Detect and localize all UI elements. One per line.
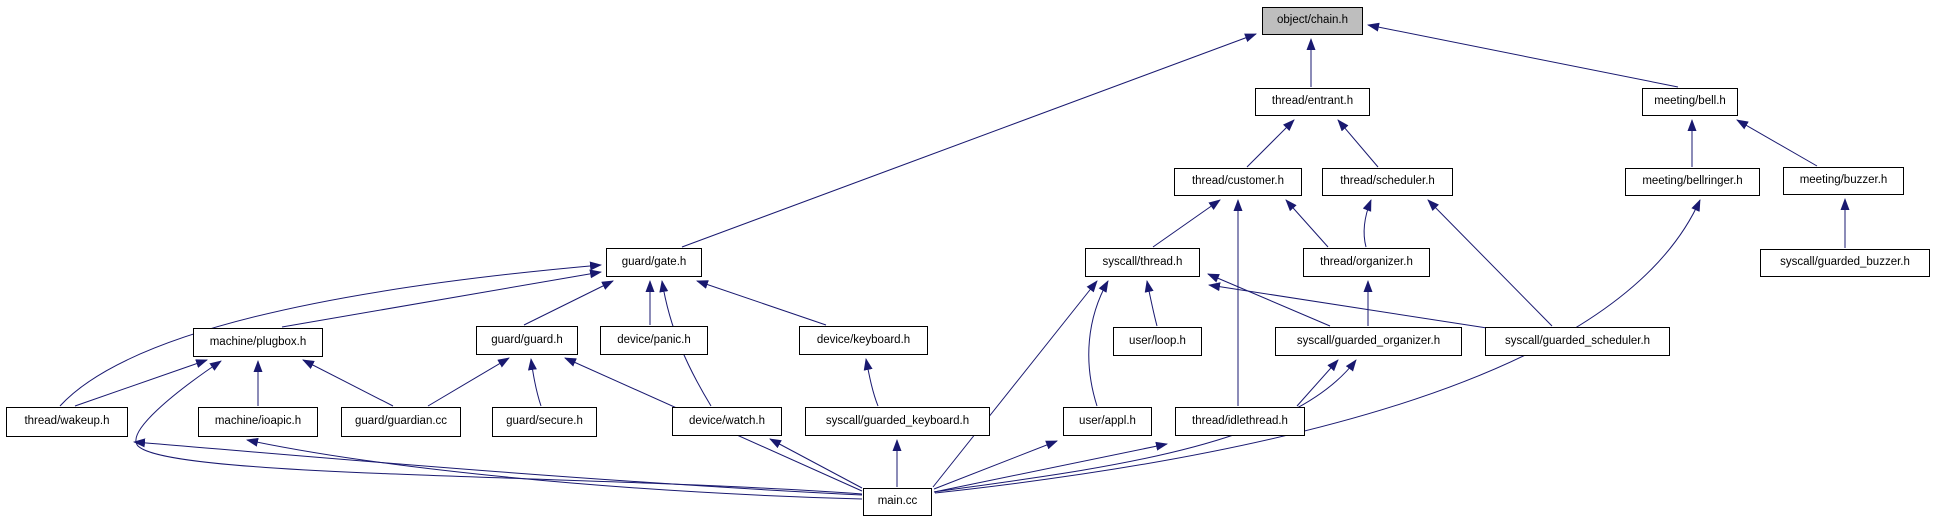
edge-meeting-buzzer-h--meeting-bell-h bbox=[1736, 119, 1818, 167]
edge-thread-wakeup-h--machine-plugbox-h bbox=[74, 359, 208, 407]
edge-guard-guardian-cc--guard-guard-h bbox=[427, 357, 510, 407]
edge-user-loop-h--syscall-thread-h bbox=[1144, 280, 1158, 327]
edge-main-cc--thread-idlethread-h bbox=[933, 441, 1168, 493]
edge-guard-secure-h--guard-guard-h bbox=[527, 358, 542, 407]
edge-device-keyboard-h--guard-gate-h bbox=[696, 280, 827, 326]
node-device-panic-h[interactable]: device/panic.h bbox=[600, 326, 708, 355]
edge-main-cc--machine-ioapic-h bbox=[246, 437, 863, 500]
node-thread-scheduler-h[interactable]: thread/scheduler.h bbox=[1322, 168, 1453, 196]
edge-syscall-thread-h--thread-customer-h bbox=[1152, 199, 1221, 248]
edge-meeting-bell-h--object-chain-h bbox=[1367, 22, 1679, 88]
node-thread-entrant-h[interactable]: thread/entrant.h bbox=[1255, 88, 1370, 116]
node-main-cc[interactable]: main.cc bbox=[863, 488, 932, 516]
edge-syscall-guarded-scheduler-h--thread-scheduler-h bbox=[1427, 199, 1553, 327]
node-thread-customer-h[interactable]: thread/customer.h bbox=[1174, 168, 1302, 196]
node-meeting-bellringer-h[interactable]: meeting/bellringer.h bbox=[1625, 168, 1760, 196]
node-syscall-thread-h[interactable]: syscall/thread.h bbox=[1085, 248, 1200, 277]
node-syscall-guarded-scheduler-h[interactable]: syscall/guarded_scheduler.h bbox=[1485, 327, 1670, 356]
edge-main-cc--syscall-thread-h bbox=[932, 280, 1098, 488]
node-thread-organizer-h[interactable]: thread/organizer.h bbox=[1303, 248, 1430, 277]
node-meeting-buzzer-h[interactable]: meeting/buzzer.h bbox=[1783, 167, 1904, 195]
node-guard-guardian-cc[interactable]: guard/guardian.cc bbox=[341, 407, 461, 437]
node-syscall-guarded-organizer-h[interactable]: syscall/guarded_organizer.h bbox=[1275, 327, 1462, 356]
node-device-watch-h[interactable]: device/watch.h bbox=[672, 407, 782, 436]
node-thread-idlethread-h[interactable]: thread/idlethread.h bbox=[1175, 407, 1305, 436]
node-thread-wakeup-h[interactable]: thread/wakeup.h bbox=[6, 407, 128, 437]
node-user-loop-h[interactable]: user/loop.h bbox=[1113, 327, 1202, 356]
node-syscall-guarded-keyboard-h[interactable]: syscall/guarded_keyboard.h bbox=[805, 407, 990, 436]
edge-user-appl-h--syscall-thread-h bbox=[1088, 280, 1109, 407]
edge-main-cc--thread-wakeup-h bbox=[133, 438, 863, 496]
edge-thread-idlethread-h--syscall-guarded-organizer-h bbox=[1296, 359, 1339, 407]
edge-thread-scheduler-h--thread-entrant-h bbox=[1337, 119, 1379, 168]
node-user-appl-h[interactable]: user/appl.h bbox=[1063, 407, 1152, 436]
edge-main-cc--syscall-guarded-organizer-h bbox=[933, 359, 1357, 493]
node-meeting-bell-h[interactable]: meeting/bell.h bbox=[1642, 88, 1738, 116]
node-guard-guard-h[interactable]: guard/guard.h bbox=[476, 326, 578, 355]
edge-guard-gate-h--object-chain-h bbox=[681, 33, 1257, 248]
edge-thread-organizer-h--thread-scheduler-h bbox=[1362, 199, 1372, 248]
edge-thread-wakeup-h--guard-gate-h bbox=[59, 261, 602, 407]
edge-guard-guard-h--guard-gate-h bbox=[523, 280, 614, 326]
node-machine-ioapic-h[interactable]: machine/ioapic.h bbox=[198, 407, 318, 437]
edge-machine-plugbox-h--guard-gate-h bbox=[281, 269, 602, 328]
edge-main-cc--user-appl-h bbox=[933, 440, 1058, 490]
edge-thread-customer-h--thread-entrant-h bbox=[1246, 119, 1295, 168]
edge-main-cc--meeting-bellringer-h bbox=[934, 199, 1701, 494]
node-guard-secure-h[interactable]: guard/secure.h bbox=[492, 407, 597, 437]
edge-guard-guardian-cc--machine-plugbox-h bbox=[302, 359, 394, 407]
edge-main-cc--device-watch-h bbox=[769, 438, 863, 489]
edge-syscall-guarded-scheduler-h--syscall-thread-h bbox=[1208, 282, 1488, 329]
edge-thread-organizer-h--thread-customer-h bbox=[1285, 199, 1329, 248]
edge-syscall-guarded-organizer-h--syscall-thread-h bbox=[1207, 273, 1331, 327]
node-machine-plugbox-h[interactable]: machine/plugbox.h bbox=[193, 328, 323, 357]
node-device-keyboard-h[interactable]: device/keyboard.h bbox=[799, 326, 928, 355]
node-syscall-guarded-buzzer-h[interactable]: syscall/guarded_buzzer.h bbox=[1760, 249, 1930, 277]
node-object-chain-h[interactable]: object/chain.h bbox=[1262, 7, 1363, 35]
node-guard-gate-h[interactable]: guard/gate.h bbox=[606, 248, 702, 277]
edge-syscall-guarded-keyboard-h--device-keyboard-h bbox=[863, 358, 879, 407]
